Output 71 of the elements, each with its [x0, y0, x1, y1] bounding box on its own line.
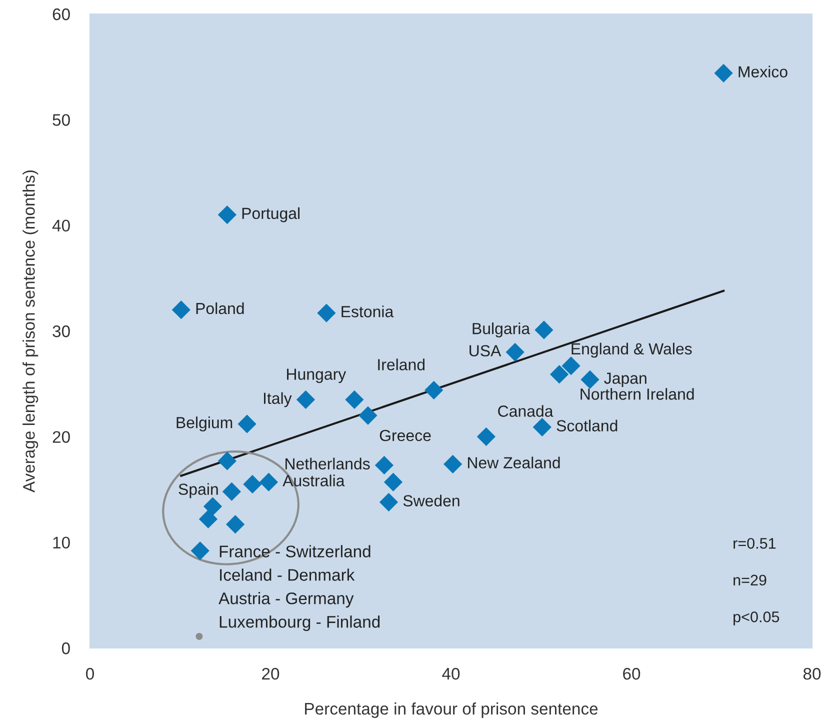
annotation: England & Wales [572, 342, 692, 358]
point [259, 472, 278, 492]
point [218, 452, 236, 470]
annotation: Sweden [403, 494, 460, 506]
annotation: r=0.51 [734, 538, 776, 549]
annotation: Belgium [176, 416, 232, 432]
annotation: p<0.05 [734, 611, 780, 626]
point [198, 510, 218, 528]
point [374, 456, 394, 475]
point [562, 356, 580, 376]
point [550, 365, 569, 384]
x-tick-label: 0 [86, 668, 94, 680]
point [317, 304, 336, 322]
point [379, 492, 398, 512]
point [190, 541, 210, 560]
annotation: Iceland - Denmark [220, 568, 355, 581]
annotation: USA [470, 345, 502, 356]
annotation: Luxembourg - Finland [220, 616, 380, 632]
annotation: Spain [178, 483, 218, 498]
point [345, 390, 364, 409]
point [580, 370, 600, 389]
x-tick-label: 60 [623, 668, 640, 680]
annotation: Scotland [556, 420, 618, 432]
annotation: Canada [498, 405, 554, 417]
x-axis-title: Percentage in favour of prison sentence [305, 702, 598, 718]
annotation: Hungary [287, 368, 346, 384]
annotation: Poland [196, 302, 244, 314]
x-tick-label: 20 [262, 668, 280, 680]
annotation: Japan [604, 372, 646, 388]
point [358, 406, 378, 425]
point [534, 320, 554, 340]
point [196, 632, 203, 640]
y-tick-label: 50 [52, 114, 70, 126]
y-tick-label: 40 [52, 220, 70, 232]
annotation: Ireland [378, 358, 424, 370]
y-tick-label: 60 [52, 8, 70, 20]
point [203, 497, 222, 516]
point [172, 300, 190, 320]
annotation: Northern Ireland [580, 388, 694, 400]
point [476, 427, 496, 446]
annotation: Italy [264, 392, 292, 408]
annotation: Portugal [242, 207, 300, 222]
point [296, 390, 316, 409]
annotation: Austria - Germany [218, 592, 354, 608]
y-tick-label: 0 [62, 642, 70, 654]
y-tick-label: 30 [52, 325, 70, 338]
annotation: n=29 [734, 574, 766, 586]
point [532, 418, 552, 436]
annotation: Netherlands [286, 458, 370, 470]
annotation: New Zealand [468, 456, 560, 468]
y-axis-title: Average length of prison sentence (months) [22, 170, 38, 492]
point [443, 454, 462, 474]
annotation: Estonia [342, 306, 394, 318]
annotation: Bulgaria [472, 322, 530, 338]
annotation: Australia [282, 474, 345, 486]
point [506, 342, 524, 362]
annotation: Mexico [738, 66, 788, 78]
x-tick-label: 80 [803, 668, 821, 680]
annotation: Greece [380, 430, 431, 442]
point [384, 472, 403, 492]
point [243, 474, 262, 494]
y-tick-label: 10 [53, 536, 70, 549]
x-tick-label: 40 [442, 668, 460, 680]
point [424, 380, 444, 400]
annotation: France - Switzerland [220, 545, 370, 558]
point [218, 205, 236, 224]
point [714, 64, 733, 82]
point [226, 515, 245, 534]
point [238, 414, 256, 434]
point [222, 482, 242, 501]
y-tick-label: 20 [52, 431, 70, 443]
